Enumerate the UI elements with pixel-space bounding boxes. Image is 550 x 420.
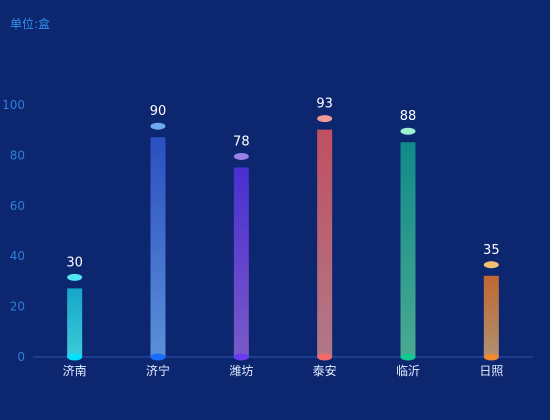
bar xyxy=(233,167,249,357)
bar-base xyxy=(317,353,333,361)
bar-base xyxy=(233,353,249,361)
category-label: 济南 xyxy=(63,363,87,378)
value-label: 88 xyxy=(400,109,417,124)
category-label: 泰安 xyxy=(313,363,337,378)
bar xyxy=(483,275,499,357)
value-label: 78 xyxy=(233,134,250,149)
category-label: 潍坊 xyxy=(229,363,253,378)
value-label: 90 xyxy=(150,104,167,119)
bar-cap xyxy=(233,152,249,160)
bar-cap xyxy=(317,115,333,123)
category-label: 日照 xyxy=(479,364,503,378)
y-tick-label: 20 xyxy=(10,300,25,314)
bar-cap xyxy=(150,122,166,130)
y-tick-label: 80 xyxy=(10,148,25,162)
bar-cap xyxy=(483,261,499,269)
value-label: 93 xyxy=(316,97,333,112)
bar-base xyxy=(483,353,499,361)
bar-base xyxy=(67,353,83,361)
bar xyxy=(400,142,416,357)
category-label: 临沂 xyxy=(396,364,420,378)
y-tick-label: 40 xyxy=(10,249,25,263)
bar xyxy=(150,137,166,357)
y-tick-label: 60 xyxy=(10,199,25,213)
category-label: 济宁 xyxy=(146,363,170,378)
bar-base xyxy=(400,353,416,361)
unit-label: 单位:盒 xyxy=(10,17,51,31)
bar-cap xyxy=(67,273,83,281)
bar xyxy=(317,129,333,357)
bar-base xyxy=(150,353,166,361)
bar-cap xyxy=(400,127,416,135)
y-tick-label: 100 xyxy=(2,98,25,112)
y-tick-label: 0 xyxy=(17,350,25,364)
value-label: 35 xyxy=(483,243,500,258)
value-label: 30 xyxy=(66,255,83,270)
bar xyxy=(67,288,83,357)
